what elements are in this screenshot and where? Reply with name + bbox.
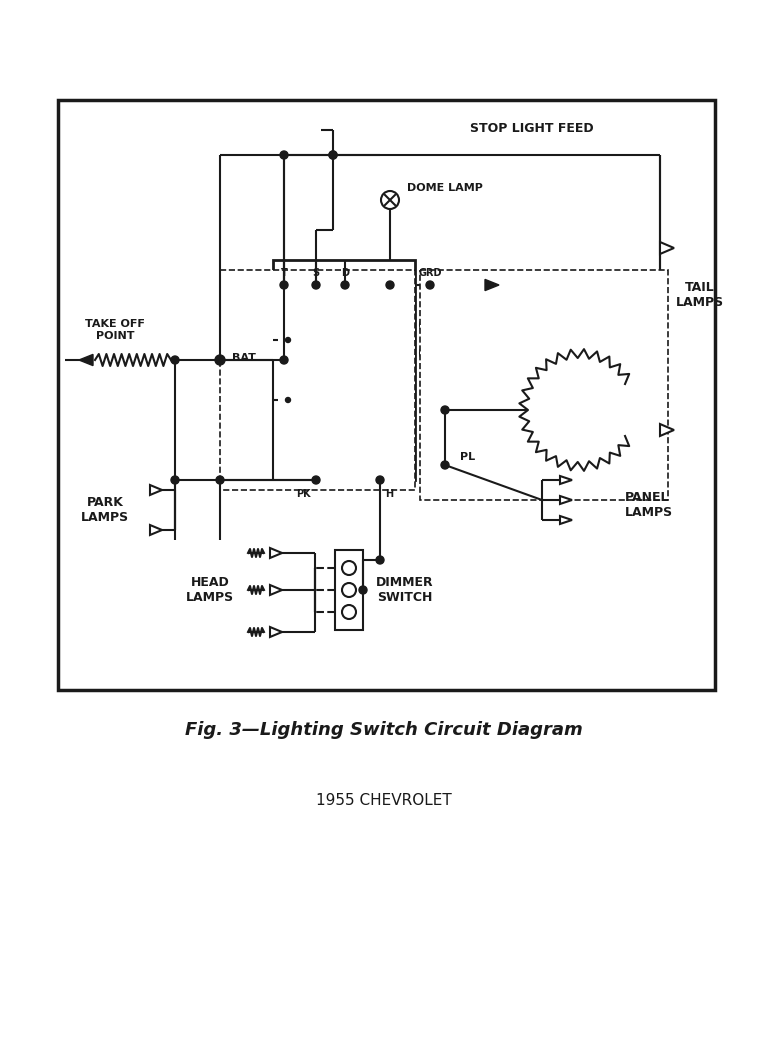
Polygon shape — [150, 525, 162, 535]
Text: TAKE OFF
POINT: TAKE OFF POINT — [85, 319, 145, 341]
Circle shape — [353, 388, 377, 412]
Polygon shape — [270, 627, 282, 637]
Text: D: D — [341, 268, 349, 278]
Circle shape — [328, 328, 352, 352]
Bar — [273, 260, 415, 480]
Circle shape — [378, 328, 402, 352]
Circle shape — [376, 556, 384, 564]
Circle shape — [312, 476, 320, 484]
Circle shape — [328, 388, 352, 412]
Circle shape — [441, 406, 449, 414]
Text: 1955 CHEVROLET: 1955 CHEVROLET — [316, 793, 452, 807]
Circle shape — [329, 151, 337, 159]
Polygon shape — [79, 354, 93, 366]
Circle shape — [441, 461, 449, 469]
Polygon shape — [660, 424, 674, 436]
Circle shape — [171, 356, 179, 364]
Text: STOP LIGHT FEED: STOP LIGHT FEED — [470, 122, 594, 134]
Circle shape — [280, 281, 288, 289]
Circle shape — [420, 343, 440, 363]
Bar — [335, 550, 363, 630]
Bar — [295, 450, 317, 465]
Circle shape — [341, 281, 349, 289]
Circle shape — [296, 394, 304, 402]
Polygon shape — [485, 279, 499, 291]
Circle shape — [216, 356, 224, 364]
Circle shape — [376, 476, 384, 484]
Polygon shape — [270, 548, 282, 558]
Circle shape — [560, 390, 600, 430]
Text: PK: PK — [296, 489, 311, 499]
Text: Fig. 3—Lighting Switch Circuit Diagram: Fig. 3—Lighting Switch Circuit Diagram — [185, 721, 583, 739]
Text: DOME LAMP: DOME LAMP — [407, 183, 483, 193]
Polygon shape — [560, 496, 572, 504]
Text: PL: PL — [460, 452, 475, 462]
Circle shape — [329, 151, 337, 159]
Circle shape — [342, 605, 356, 619]
Circle shape — [359, 586, 367, 594]
Text: GRD: GRD — [419, 268, 442, 278]
Text: S: S — [313, 268, 319, 278]
Circle shape — [426, 281, 434, 289]
Text: H: H — [385, 489, 393, 499]
Polygon shape — [660, 242, 674, 254]
Text: PANEL
LAMPS: PANEL LAMPS — [625, 491, 673, 520]
Bar — [420, 270, 668, 500]
Circle shape — [342, 583, 356, 597]
Polygon shape — [270, 585, 282, 595]
Circle shape — [386, 281, 394, 289]
Circle shape — [528, 358, 632, 462]
Circle shape — [215, 355, 225, 365]
Circle shape — [296, 334, 304, 342]
Circle shape — [280, 356, 288, 364]
Circle shape — [286, 338, 290, 343]
Text: TAIL
LAMPS: TAIL LAMPS — [676, 281, 724, 309]
Polygon shape — [560, 476, 572, 484]
Circle shape — [312, 281, 320, 289]
Circle shape — [353, 328, 377, 352]
Text: HEAD
LAMPS: HEAD LAMPS — [186, 576, 234, 604]
Bar — [58, 100, 715, 690]
Text: DIMMER
SWITCH: DIMMER SWITCH — [376, 576, 434, 604]
Circle shape — [280, 151, 288, 159]
Text: BAT: BAT — [232, 353, 256, 363]
Circle shape — [342, 561, 356, 575]
Polygon shape — [560, 516, 572, 524]
Circle shape — [381, 191, 399, 209]
Text: T: T — [280, 268, 287, 278]
Circle shape — [216, 476, 224, 484]
Circle shape — [420, 315, 440, 335]
Circle shape — [171, 476, 179, 484]
Polygon shape — [150, 485, 162, 495]
Circle shape — [286, 398, 290, 402]
Text: PARK
LAMPS: PARK LAMPS — [81, 496, 129, 524]
Bar — [220, 270, 415, 490]
Circle shape — [378, 388, 402, 412]
Bar — [368, 450, 390, 465]
